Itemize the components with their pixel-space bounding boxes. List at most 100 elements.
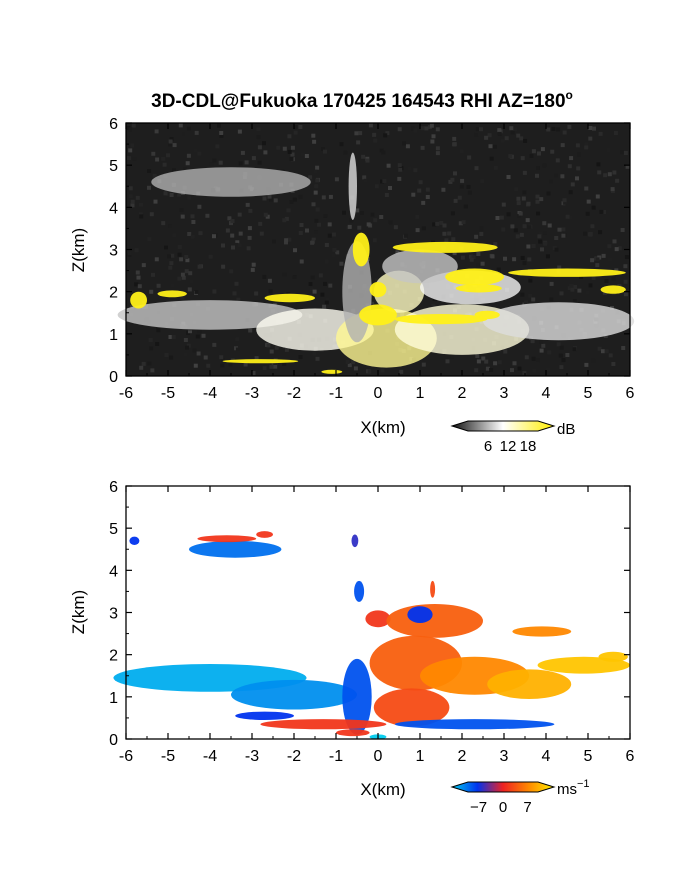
noise-cell [558, 353, 563, 358]
noise-cell [290, 152, 295, 157]
noise-cell [155, 123, 160, 128]
noise-cell [453, 171, 457, 176]
doppler-velocity-panel: -6 -5 -4 -3 -2 -1 0 1 2 3 4 5 6 0 1 2 3 4 5 6 X(km) Z(km) −… [69, 479, 635, 816]
y-tick-label: 5 [109, 158, 118, 175]
noise-cell [183, 352, 188, 357]
backscatter-axis-ticks: -6 -5 -4 -3 -2 -1 0 1 2 3 4 5 6 0 1 2 3 4 5 6 [109, 116, 634, 402]
noise-cell [475, 263, 480, 268]
echo-region-21 [369, 282, 387, 298]
noise-cell [274, 345, 279, 350]
noise-cell [509, 126, 514, 131]
noise-cell [244, 160, 249, 165]
noise-cell [328, 194, 333, 199]
noise-cell [445, 359, 450, 364]
noise-cell [514, 187, 519, 192]
noise-cell [595, 194, 600, 199]
noise-cell [562, 130, 567, 135]
colorbar-tick-label: −7 [470, 799, 487, 816]
noise-cell [488, 144, 493, 149]
noise-cell [474, 166, 479, 171]
noise-cell [623, 151, 628, 155]
noise-cell [312, 139, 317, 144]
echo-region-25 [321, 369, 343, 374]
noise-cell [546, 127, 551, 132]
noise-cell [345, 360, 350, 364]
noise-cell [583, 231, 587, 236]
noise-cell [262, 141, 266, 146]
echo-region-19 [373, 688, 450, 727]
noise-cell [243, 362, 248, 367]
echo-region-24 [336, 729, 370, 737]
noise-cell [287, 149, 292, 154]
noise-cell [531, 244, 536, 248]
noise-cell [325, 297, 330, 302]
backscatter-y-axis-label: Z(km) [69, 228, 88, 272]
noise-cell [227, 216, 232, 221]
noise-cell [180, 272, 185, 277]
noise-cell [284, 238, 289, 243]
noise-cell [290, 145, 295, 150]
noise-cell [147, 237, 152, 242]
noise-cell [370, 301, 375, 306]
noise-cell [442, 231, 447, 236]
noise-cell [540, 247, 544, 252]
noise-cell [161, 221, 166, 226]
noise-cell [212, 342, 217, 347]
noise-cell [259, 231, 264, 236]
noise-cell [554, 173, 559, 178]
noise-cell [535, 166, 540, 170]
noise-cell [368, 123, 373, 128]
noise-cell [221, 264, 226, 269]
y-tick-label: 2 [109, 285, 118, 302]
noise-cell [264, 363, 269, 368]
noise-cell [149, 212, 154, 217]
noise-cell [324, 259, 329, 264]
noise-cell [126, 156, 131, 161]
noise-cell [134, 248, 139, 253]
noise-cell [181, 132, 186, 136]
noise-cell [179, 257, 184, 262]
noise-cell [524, 355, 529, 360]
noise-cell [192, 348, 197, 353]
echo-region-12 [430, 580, 436, 598]
noise-cell [318, 273, 323, 278]
noise-cell [314, 184, 319, 189]
noise-cell [166, 153, 170, 158]
noise-cell [187, 195, 192, 200]
noise-cell [225, 228, 230, 233]
noise-cell [518, 211, 523, 216]
noise-cell [150, 368, 155, 373]
noise-cell [546, 191, 551, 196]
echo-region-20 [260, 719, 387, 730]
noise-cell [273, 364, 278, 369]
noise-cell [586, 199, 591, 204]
noise-cell [289, 157, 294, 161]
noise-cell [187, 287, 192, 292]
noise-cell [471, 255, 476, 260]
noise-cell [517, 366, 522, 371]
noise-cell [388, 186, 392, 190]
noise-cell [448, 179, 453, 184]
noise-cell [467, 190, 472, 195]
noise-cell [284, 216, 289, 221]
noise-cell [193, 148, 198, 153]
noise-cell [313, 169, 318, 174]
noise-cell [197, 151, 202, 156]
noise-cell [555, 158, 560, 163]
noise-cell [607, 244, 612, 249]
noise-cell [610, 187, 615, 192]
noise-cell [588, 126, 593, 130]
noise-cell [195, 334, 200, 339]
noise-cell [300, 152, 305, 157]
noise-cell [382, 179, 387, 183]
x-tick-label: 1 [416, 748, 425, 765]
noise-cell [309, 287, 314, 292]
y-tick-label: 2 [109, 648, 118, 665]
noise-cell [451, 237, 456, 242]
x-tick-label: 6 [626, 385, 635, 402]
echo-region-23 [474, 310, 500, 320]
x-tick-label: -3 [245, 385, 259, 402]
noise-cell [267, 278, 272, 283]
noise-cell [321, 195, 326, 200]
noise-cell [612, 239, 617, 244]
